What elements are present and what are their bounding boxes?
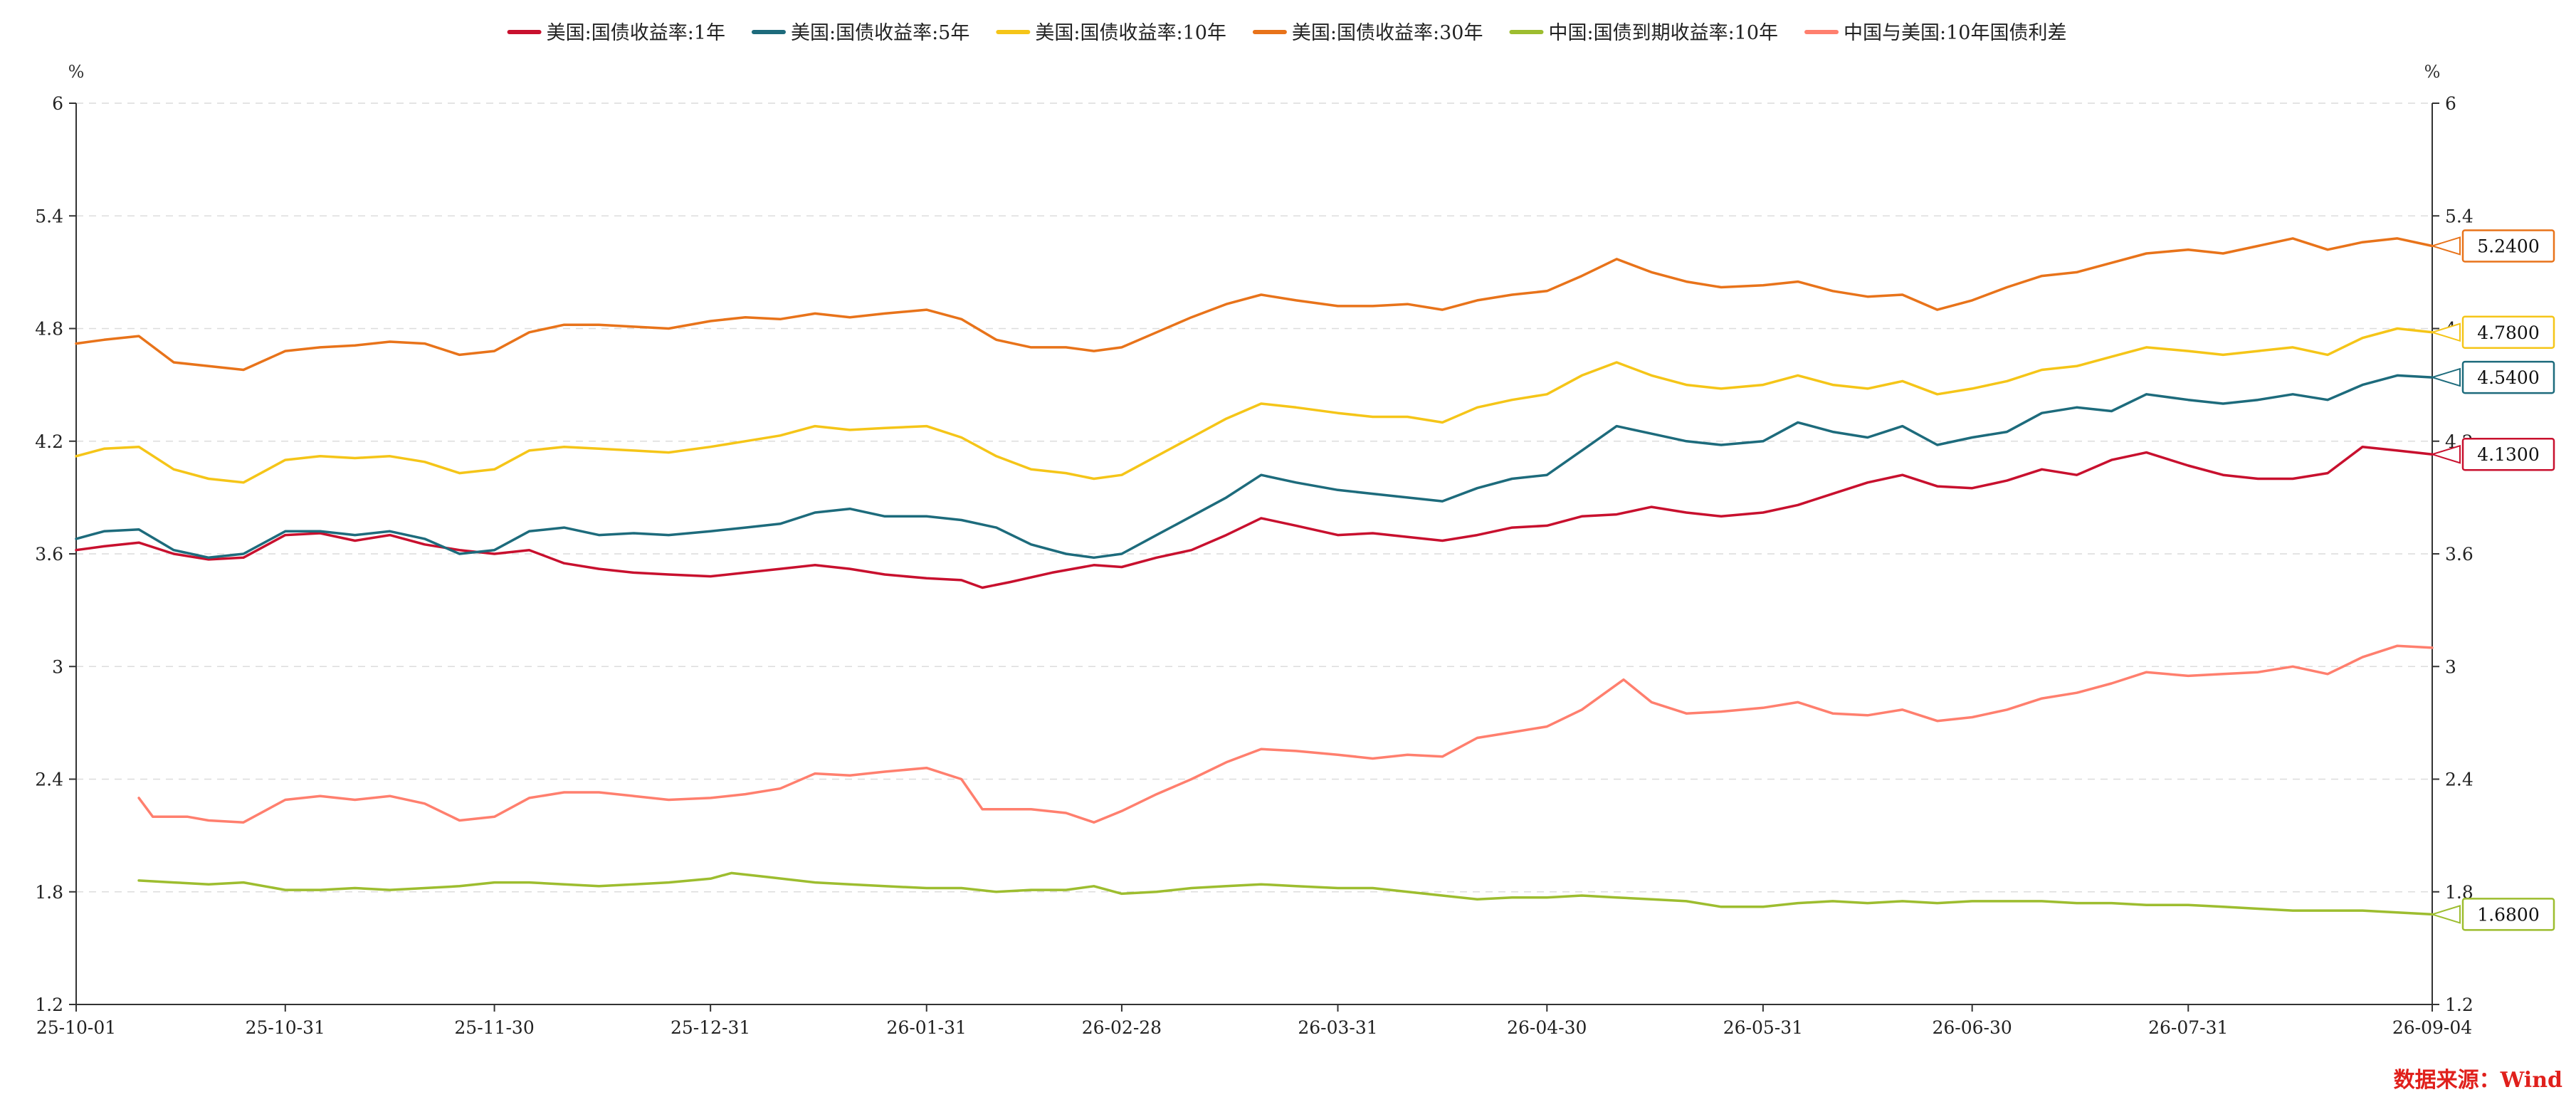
series-line-0 xyxy=(75,445,2434,589)
end-label-pointer xyxy=(2432,236,2461,256)
end-label-box xyxy=(2461,437,2555,471)
series-line-2 xyxy=(75,327,2434,484)
end-label-pointer xyxy=(2432,322,2461,342)
x-tick-label: 26-05-31 xyxy=(1723,1017,1803,1038)
series-line-1 xyxy=(75,374,2434,560)
y-tick-label-left: 3.6 xyxy=(35,544,63,565)
gridlines xyxy=(76,103,2432,893)
legend: 美国:国债收益率:1年 美国:国债收益率:5年 美国:国债收益率:10年 美国:国债收… xyxy=(507,22,2066,44)
x-tick-label: 25-12-31 xyxy=(671,1017,750,1038)
legend-label: 美国:国债收益率:30年 xyxy=(1292,22,1483,44)
y-tick-label-left: 6 xyxy=(52,93,63,114)
legend-label: 美国:国债收益率:5年 xyxy=(791,22,969,44)
series-line-5 xyxy=(137,644,2434,824)
end-label-value: 1.6800 xyxy=(2477,904,2539,925)
y-tick-label-right: 3 xyxy=(2445,656,2456,677)
x-tick-label: 26-03-31 xyxy=(1298,1017,1377,1038)
legend-item: 美国:国债收益率:1年 xyxy=(507,22,725,44)
x-tick-label: 26-04-30 xyxy=(1507,1017,1587,1038)
end-label-pointer xyxy=(2432,905,2461,924)
legend-item: 中国:国债到期收益率:10年 xyxy=(1509,22,1778,44)
x-tick-label: 25-10-01 xyxy=(36,1017,116,1038)
x-tick-label: 26-06-30 xyxy=(1932,1017,2012,1038)
y-unit-right: % xyxy=(2424,62,2441,82)
x-tick-label: 26-09-04 xyxy=(2392,1017,2472,1038)
end-labels: 4.1300 4.5400 4.7800 5.2400 1.6800 xyxy=(2432,229,2555,931)
y-tick-label-left: 3 xyxy=(52,656,63,677)
y-tick-label-left: 5.4 xyxy=(35,206,63,226)
legend-items: 美国:国债收益率:1年 美国:国债收益率:5年 美国:国债收益率:10年 美国:国债收… xyxy=(507,22,2066,44)
y-tick-label-right: 3.6 xyxy=(2445,544,2474,565)
end-label-box xyxy=(2461,360,2555,394)
end-label-value: 4.5400 xyxy=(2477,367,2539,388)
y-tick-label-right: 5.4 xyxy=(2445,206,2474,226)
x-tick-label: 25-10-31 xyxy=(246,1017,325,1038)
y-tick-label-right: 1.2 xyxy=(2445,995,2474,1015)
series-lines xyxy=(75,237,2434,916)
legend-label: 美国:国债收益率:10年 xyxy=(1035,22,1226,44)
legend-label: 中国:国债到期收益率:10年 xyxy=(1548,22,1778,44)
source-label: 数据来源：Wind xyxy=(2394,1068,2562,1093)
x-tick-label: 25-11-30 xyxy=(454,1017,534,1038)
x-tick-label: 26-07-31 xyxy=(2148,1017,2228,1038)
y-tick-label-right: 6 xyxy=(2445,93,2456,114)
end-label-pointer xyxy=(2432,367,2461,387)
axes: 1.21.21.81.82.42.4333.63.64.24.24.84.85.… xyxy=(35,62,2474,1038)
end-label-box xyxy=(2461,898,2555,931)
legend-label: 美国:国债收益率:1年 xyxy=(547,22,725,44)
end-label-value: 5.2400 xyxy=(2477,236,2539,256)
y-unit-left: % xyxy=(68,62,85,82)
y-tick-label-right: 2.4 xyxy=(2445,770,2474,790)
y-tick-label-left: 1.8 xyxy=(35,882,63,903)
x-tick-label: 26-02-28 xyxy=(1082,1017,1162,1038)
end-label-box xyxy=(2461,229,2555,263)
legend-item: 美国:国债收益率:10年 xyxy=(996,22,1226,44)
legend-item: 美国:国债收益率:30年 xyxy=(1252,22,1483,44)
y-tick-label-left: 4.8 xyxy=(35,319,63,340)
legend-item: 中国与美国:10年国债利差 xyxy=(1804,22,2066,44)
x-tick-label: 26-01-31 xyxy=(887,1017,967,1038)
legend-label: 中国与美国:10年国债利差 xyxy=(1844,22,2066,44)
series-line-3 xyxy=(75,237,2434,372)
end-label-box xyxy=(2461,315,2555,350)
series-line-4 xyxy=(137,871,2434,916)
y-tick-label-left: 2.4 xyxy=(35,770,63,790)
y-tick-label-left: 1.2 xyxy=(35,995,63,1015)
y-tick-label-left: 4.2 xyxy=(35,431,63,452)
legend-item: 美国:国债收益率:5年 xyxy=(751,22,969,44)
end-label-pointer xyxy=(2432,444,2461,464)
end-label-value: 4.7800 xyxy=(2477,322,2539,343)
end-label-value: 4.1300 xyxy=(2477,444,2539,465)
